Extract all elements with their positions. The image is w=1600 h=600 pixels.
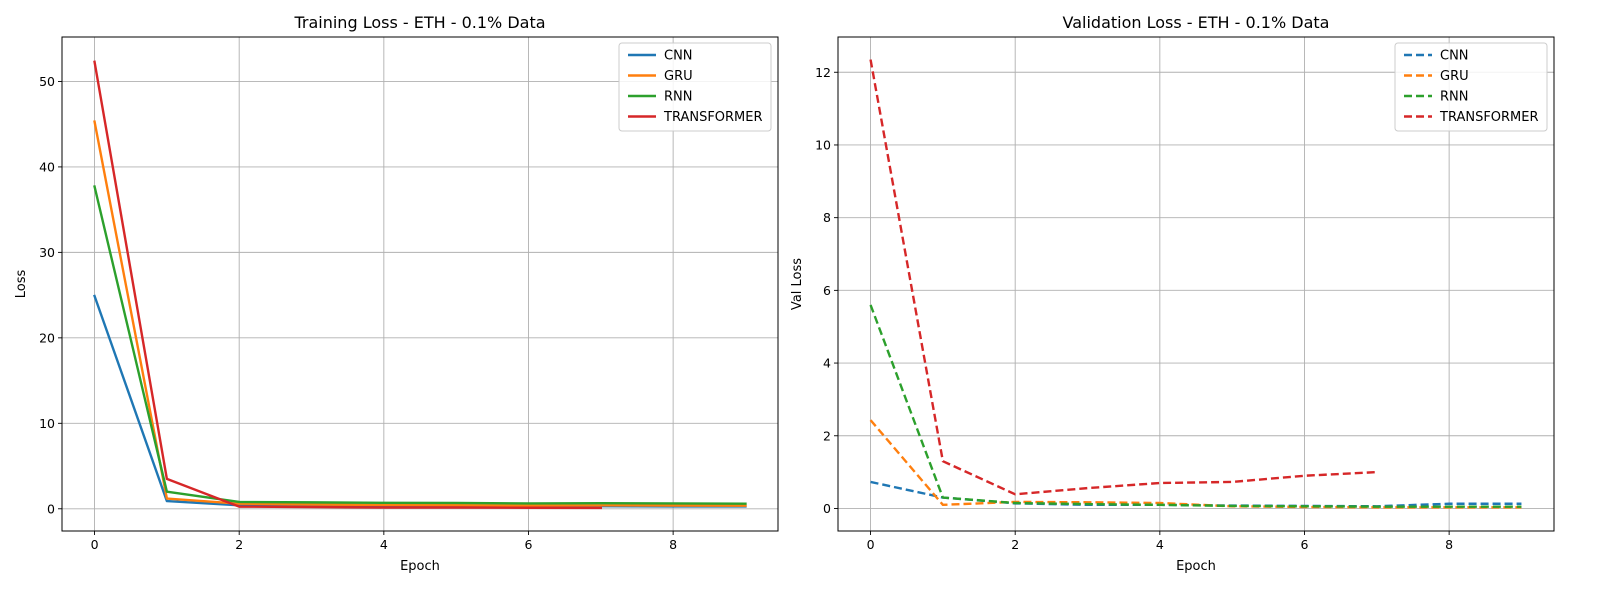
y-tick-label: 4 <box>823 356 831 371</box>
y-tick-label: 30 <box>39 245 55 260</box>
x-tick-label: 2 <box>235 537 243 552</box>
plot-frame <box>61 36 779 532</box>
training-chart-title: Training Loss - ETH - 0.1% Data <box>293 13 545 32</box>
x-tick-label: 2 <box>1011 537 1019 552</box>
y-tick-label: 2 <box>823 428 831 443</box>
series-line-rnn <box>93 185 747 505</box>
legend-label-cnn: CNN <box>1440 49 1469 64</box>
legend: CNN GRU RNN TRANSFORMER <box>618 42 772 132</box>
x-tick-label: 4 <box>380 537 388 552</box>
y-tick-label: 40 <box>39 159 55 174</box>
series-line-transformer <box>869 59 1377 496</box>
y-tick-label: 0 <box>823 501 831 516</box>
legend-label-transformer: TRANSFORMER <box>663 110 763 125</box>
plot-frame <box>837 36 1555 532</box>
y-tick-label: 0 <box>47 501 55 516</box>
legend-label-transformer: TRANSFORMER <box>1439 110 1539 125</box>
legend-box <box>1394 42 1548 132</box>
legend-label-gru: GRU <box>664 69 693 84</box>
y-tick-label: 50 <box>39 74 55 89</box>
y-axis-label: Loss <box>14 270 29 299</box>
validation-loss-chart: 0 2 4 6 8 0 2 4 6 8 10 12 Validation Loss - ETH - 0.… <box>790 13 1555 574</box>
x-tick-label: 6 <box>525 537 533 552</box>
series-line-transformer <box>93 60 603 510</box>
y-tick-label: 20 <box>39 330 55 345</box>
y-tick-label: 6 <box>823 283 831 298</box>
x-axis-label: Epoch <box>400 559 440 574</box>
x-axis-label: Epoch <box>1176 559 1216 574</box>
x-tick-label: 8 <box>1445 537 1453 552</box>
legend-label-cnn: CNN <box>664 49 693 64</box>
legend-box <box>618 42 772 132</box>
series-line-gru <box>93 120 747 507</box>
x-tick-label: 0 <box>867 537 875 552</box>
legend-label-rnn: RNN <box>664 90 692 105</box>
legend: CNN GRU RNN TRANSFORMER <box>1394 42 1548 132</box>
series-line-rnn <box>869 304 1522 508</box>
training-loss-chart: 0 2 4 6 8 0 10 20 30 40 50 Training Loss - ETH - 0.… <box>14 13 779 574</box>
x-tick-label: 4 <box>1156 537 1164 552</box>
legend-label-rnn: RNN <box>1440 90 1468 105</box>
y-tick-label: 12 <box>815 65 831 80</box>
y-tick-label: 10 <box>815 137 831 152</box>
y-tick-label: 8 <box>823 210 831 225</box>
y-tick-label: 10 <box>39 416 55 431</box>
x-tick-label: 6 <box>1301 537 1309 552</box>
legend-label-gru: GRU <box>1440 69 1469 84</box>
validation-chart-title: Validation Loss - ETH - 0.1% Data <box>1063 13 1330 32</box>
x-tick-label: 0 <box>91 537 99 552</box>
x-tick-label: 8 <box>669 537 677 552</box>
y-axis-label: Val Loss <box>790 258 805 310</box>
